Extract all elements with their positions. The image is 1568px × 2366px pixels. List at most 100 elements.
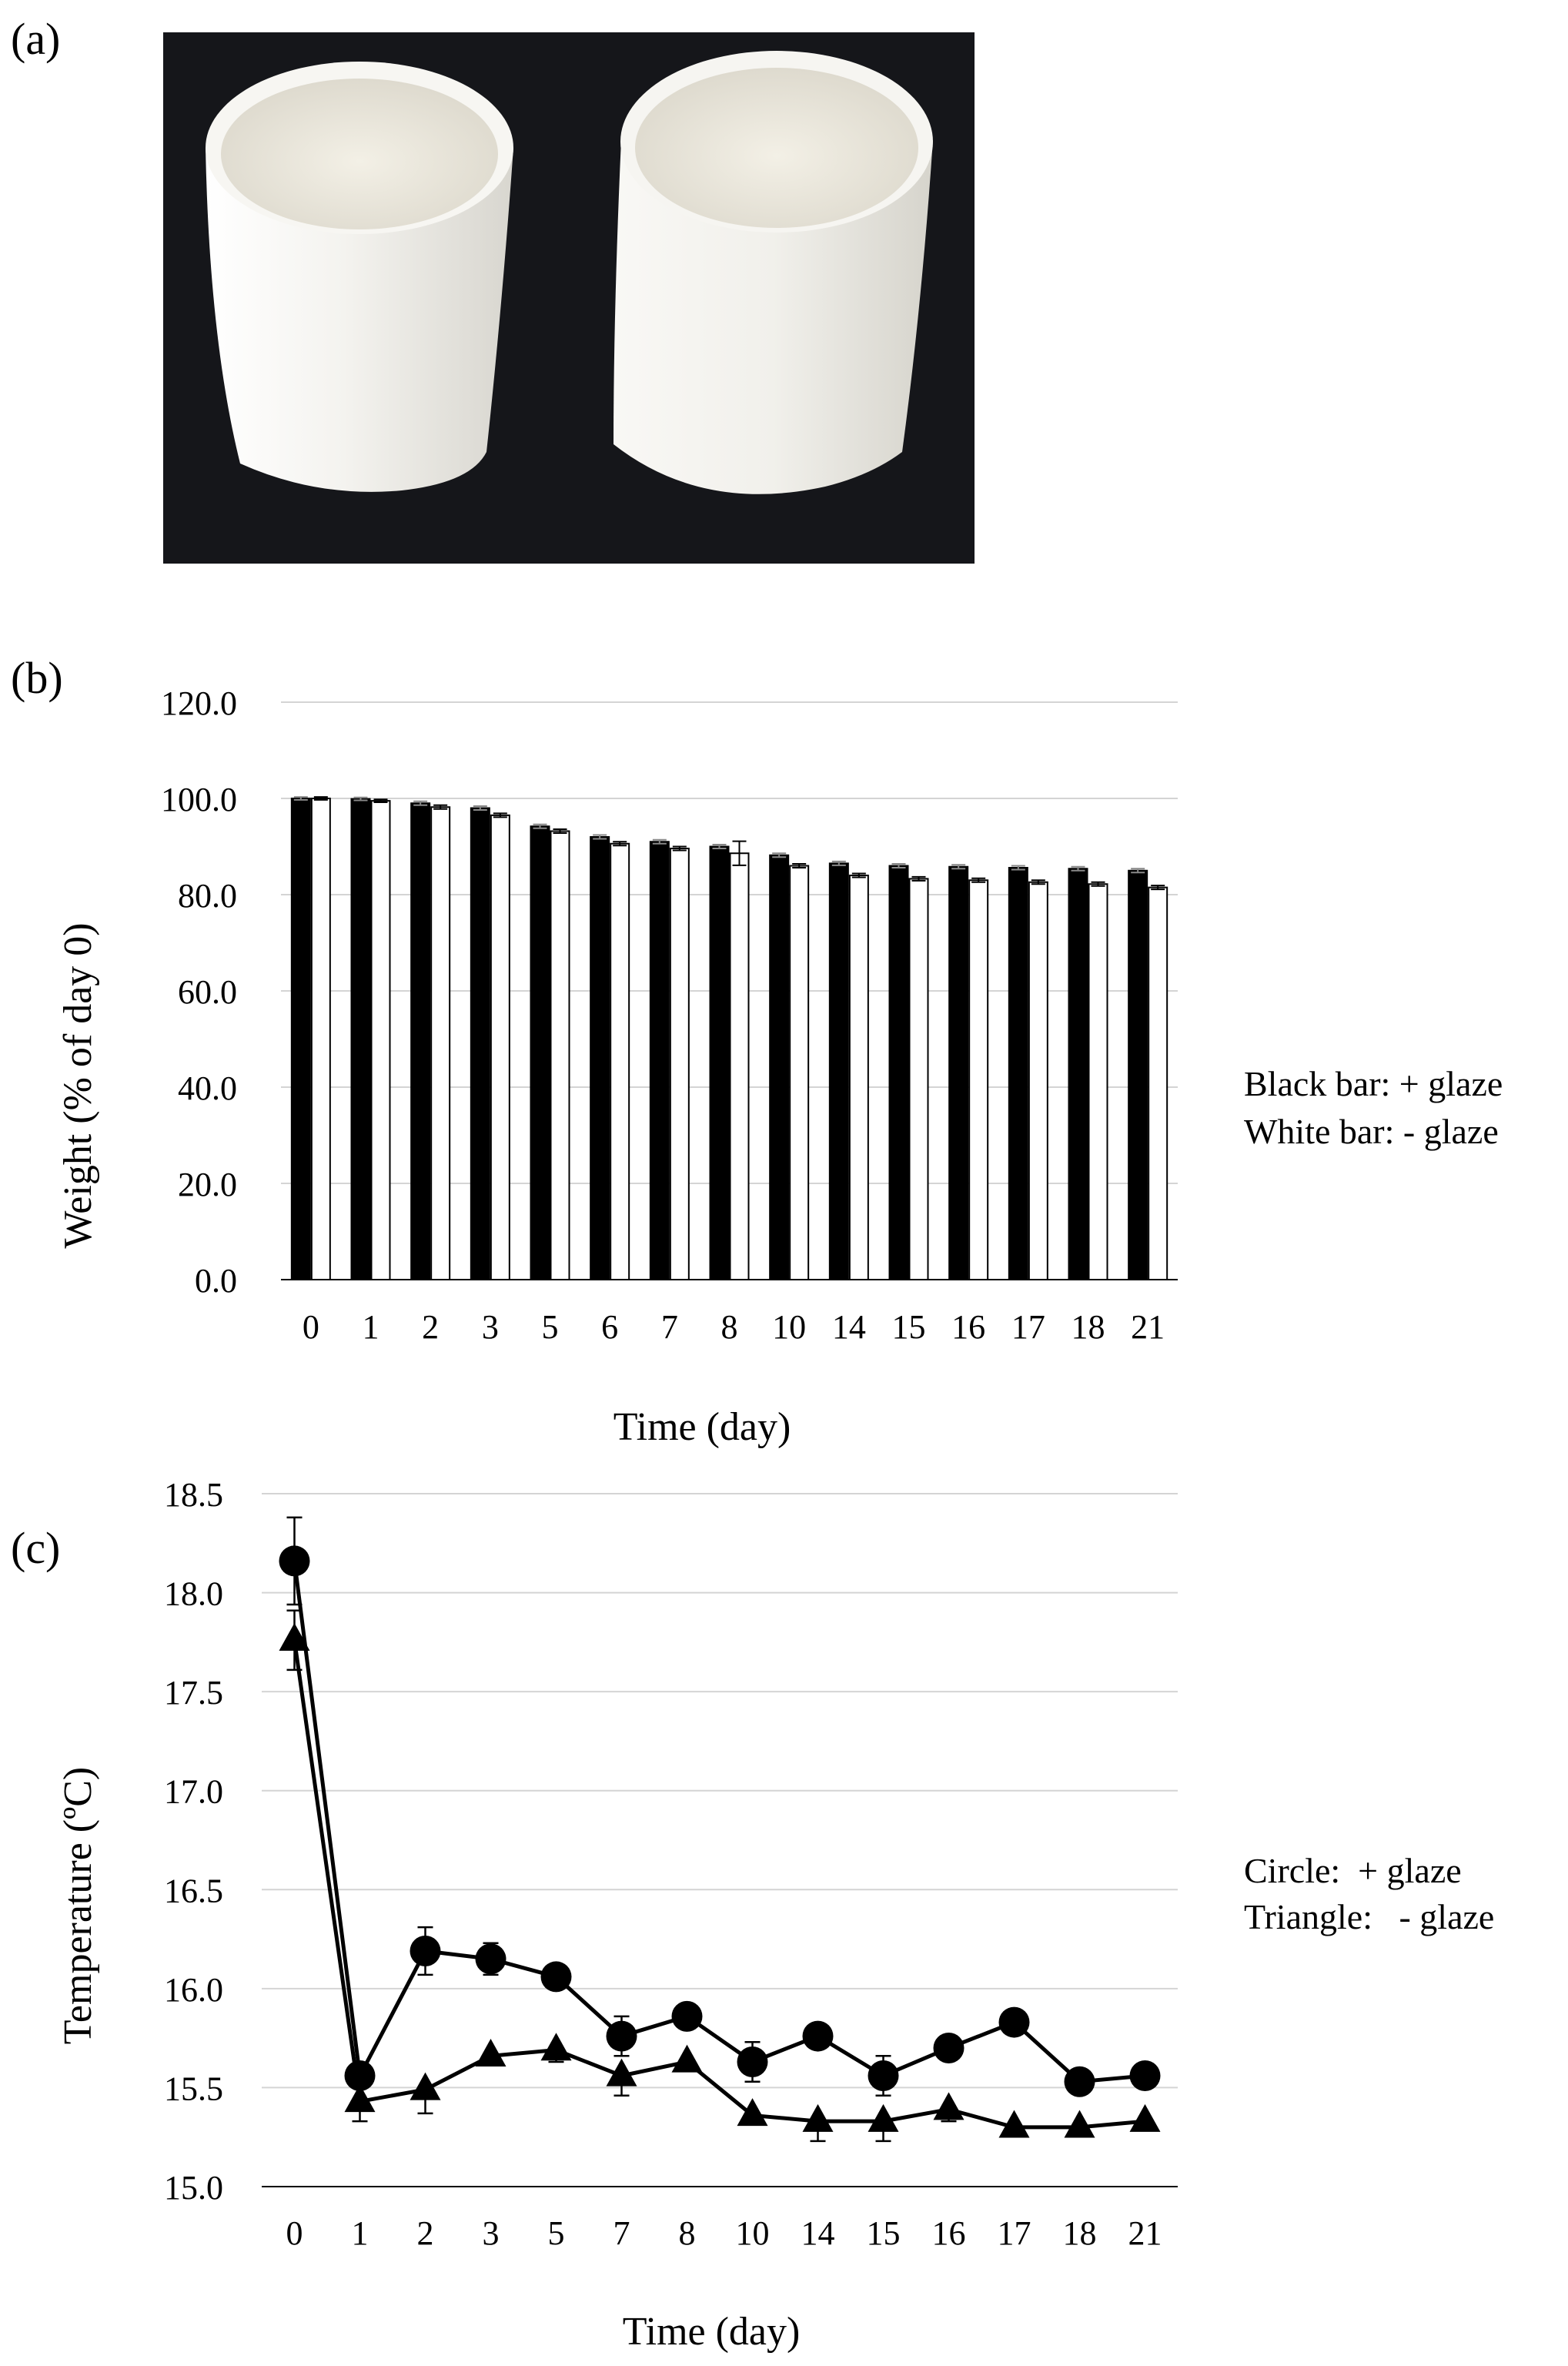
b-x-tick-label: 8 <box>721 1308 738 1346</box>
c-point-triangle <box>1129 2103 1161 2132</box>
c-x-tick-label: 17 <box>998 2214 1031 2252</box>
b-y-tick-label: 80.0 <box>178 877 237 915</box>
c-line-noglaze <box>293 1639 1145 2130</box>
c-point-circle <box>475 1943 507 1975</box>
b-bar-noglaze <box>430 806 451 1280</box>
b-bar-glaze <box>769 854 790 1280</box>
b-bar-glaze <box>1128 869 1148 1280</box>
b-x-tick-label: 18 <box>1072 1308 1105 1346</box>
b-y-tick-label: 20.0 <box>178 1166 237 1203</box>
c-point-circle <box>737 2046 768 2077</box>
b-x-tick-label: 21 <box>1131 1308 1165 1346</box>
weight-bar-chart: 0.0 20.0 40.0 60.0 80.0 100.0 120.0 0 1 2 3 5 6 7 8 10… <box>56 684 1178 1449</box>
b-bar-noglaze <box>550 830 570 1280</box>
b-bar-glaze <box>888 865 909 1280</box>
panel-label-b: (b) <box>11 653 63 703</box>
c-point-triangle <box>671 2044 703 2073</box>
cup-left <box>206 62 513 492</box>
c-x-axis-label: Time (day) <box>623 2310 801 2354</box>
c-gridlines <box>262 1493 1178 2187</box>
cups-photo <box>163 32 975 564</box>
b-x-tick-label: 3 <box>482 1308 499 1346</box>
c-point-circle <box>998 2006 1030 2038</box>
b-x-tick-label: 15 <box>892 1308 926 1346</box>
b-y-tick-label: 40.0 <box>178 1069 237 1107</box>
c-point-triangle <box>1064 2110 1095 2138</box>
cup-right <box>613 51 933 494</box>
b-y-tick-label: 60.0 <box>178 973 237 1011</box>
c-legend-triangle: Triangle: - glaze <box>1244 1897 1495 1936</box>
c-x-tick-label: 0 <box>286 2214 303 2252</box>
c-point-triangle <box>344 2084 376 2113</box>
c-x-tick-label: 1 <box>352 2214 369 2252</box>
c-point-triangle <box>737 2098 768 2127</box>
b-bar-noglaze <box>1088 883 1108 1280</box>
c-x-tick-label: 18 <box>1063 2214 1097 2252</box>
c-x-tick-label: 8 <box>679 2214 696 2252</box>
panel-label-c: (c) <box>11 1523 61 1573</box>
b-bar-glaze <box>1068 868 1088 1280</box>
c-point-triangle <box>279 1622 310 1651</box>
b-y-tick-label: 0.0 <box>195 1262 237 1300</box>
b-legend-black: Black bar: + glaze <box>1244 1064 1503 1103</box>
b-bar-glaze <box>649 841 670 1280</box>
b-x-tick-label: 6 <box>601 1308 618 1346</box>
b-x-tick-labels: 0 1 2 3 5 6 7 8 10 14 15 16 17 18 21 <box>303 1308 1165 1346</box>
b-bar-noglaze <box>789 865 810 1280</box>
c-y-tick-label: 17.0 <box>164 1773 223 1811</box>
c-point-circle <box>279 1545 310 1577</box>
c-point-triangle <box>933 2092 965 2120</box>
c-x-tick-label: 3 <box>483 2214 500 2252</box>
b-bar-glaze <box>709 845 730 1280</box>
c-point-triangle <box>802 2103 834 2132</box>
c-point-circle <box>802 2020 834 2052</box>
c-point-triangle <box>606 2058 637 2087</box>
b-bar-glaze <box>590 836 610 1280</box>
b-bar-noglaze <box>1148 886 1168 1280</box>
c-point-triangle <box>540 2033 572 2061</box>
b-x-tick-label: 17 <box>1011 1308 1045 1346</box>
b-bar-noglaze <box>848 875 869 1280</box>
c-y-tick-label: 16.0 <box>164 1971 223 2009</box>
c-point-circle <box>1129 2060 1161 2091</box>
b-bar-noglaze <box>729 852 750 1280</box>
c-x-tick-label: 2 <box>417 2214 434 2252</box>
c-y-tick-label: 15.5 <box>164 2070 223 2107</box>
c-y-tick-label: 17.5 <box>164 1674 223 1712</box>
b-legend-white: White bar: - glaze <box>1244 1112 1499 1151</box>
c-x-tick-label: 14 <box>801 2214 835 2252</box>
c-x-tick-label: 5 <box>548 2214 565 2252</box>
b-bar-noglaze <box>610 842 630 1280</box>
b-bar-glaze <box>410 802 431 1280</box>
c-point-triangle <box>475 2038 507 2066</box>
b-bars <box>290 796 1168 1280</box>
c-y-tick-label: 15.0 <box>164 2169 223 2207</box>
c-x-tick-label: 16 <box>932 2214 966 2252</box>
c-point-circle <box>868 2060 899 2091</box>
b-y-tick-label: 120.0 <box>161 684 237 722</box>
b-bar-glaze <box>530 825 550 1280</box>
b-y-tick-label: 100.0 <box>161 781 237 818</box>
b-x-tick-label: 0 <box>303 1308 319 1346</box>
b-bar-glaze <box>1008 867 1028 1280</box>
c-x-tick-label: 15 <box>867 2214 901 2252</box>
c-y-tick-label: 18.5 <box>164 1476 223 1514</box>
c-point-circle <box>606 2020 637 2052</box>
panel-label-a: (a) <box>11 14 61 64</box>
b-bar-noglaze <box>370 800 391 1280</box>
b-bar-noglaze <box>310 798 331 1280</box>
c-point-triangle <box>410 2072 441 2100</box>
b-bar-noglaze <box>968 879 989 1280</box>
b-x-tick-label: 7 <box>661 1308 678 1346</box>
c-series-lines <box>279 1516 1161 2143</box>
b-x-tick-label: 14 <box>832 1308 866 1346</box>
c-y-tick-labels: 15.0 15.5 16.0 16.5 17.0 17.5 18.0 18.5 <box>164 1476 223 2207</box>
c-point-triangle <box>998 2110 1030 2138</box>
c-x-tick-label: 10 <box>736 2214 770 2252</box>
c-point-triangle <box>868 2103 899 2132</box>
c-y-tick-label: 18.0 <box>164 1575 223 1613</box>
b-x-tick-label: 2 <box>422 1308 439 1346</box>
c-legend-circle: Circle: + glaze <box>1244 1851 1462 1890</box>
b-y-axis-label: Weight (% of day 0) <box>56 922 100 1248</box>
c-point-circle <box>540 1961 572 1993</box>
